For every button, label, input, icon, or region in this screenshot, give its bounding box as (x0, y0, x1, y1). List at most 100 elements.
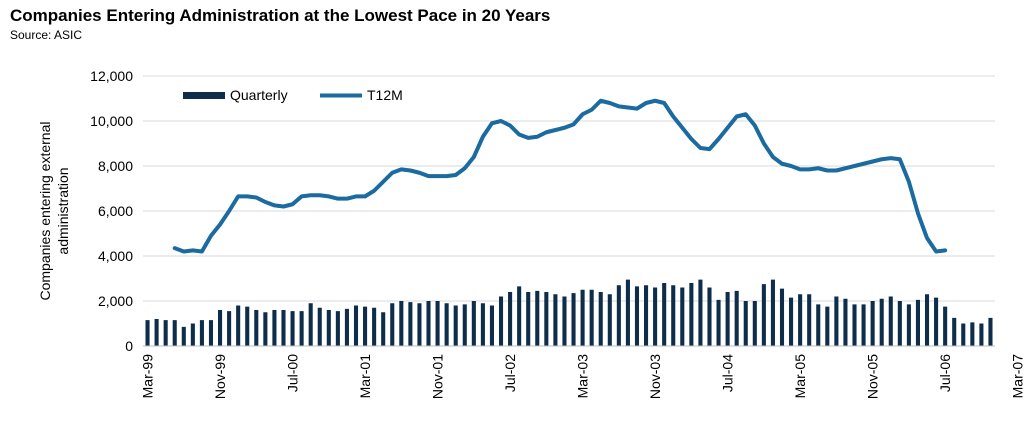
bar-quarterly (381, 312, 386, 346)
x-tick-label: Mar-05 (792, 354, 808, 399)
bar-quarterly (616, 285, 621, 346)
bar-quarterly (498, 296, 504, 346)
bar-quarterly (879, 298, 884, 346)
bar-quarterly (761, 284, 766, 346)
chart-source: Source: ASIC (10, 28, 83, 42)
bar-quarterly (888, 296, 893, 346)
x-tick-label: Nov-05 (865, 354, 881, 399)
bar-quarterly (508, 292, 513, 346)
bar-quarterly (163, 320, 168, 346)
bar-quarterly (743, 301, 748, 346)
bar-quarterly (598, 292, 603, 346)
bar-quarterly (399, 301, 404, 346)
y-axis-ticks: 0 2,000 4,000 6,000 8,000 10,000 12,000 (90, 68, 133, 354)
bar-quarterly (689, 283, 694, 346)
x-tick-label: Jul-04 (720, 354, 736, 392)
bar-quarterly (489, 305, 494, 346)
bar-quarterly (145, 320, 150, 346)
x-tick-label: Mar-99 (139, 354, 155, 399)
bar-quarterly (707, 287, 712, 346)
x-tick-label: Jul-02 (502, 354, 518, 392)
x-axis-ticks: Mar-99 Nov-99 Jul-00 Mar-01 Nov-01 Jul-02 Mar-… (139, 354, 1024, 399)
y-tick-label: 10,000 (90, 113, 133, 129)
bar-quarterly (453, 305, 458, 346)
bar-quarterly (589, 289, 594, 346)
bar-quarterly (190, 323, 195, 346)
bar-quarterly (181, 326, 186, 346)
bar-quarterly (934, 297, 939, 346)
y-axis-label-line-2: administration (55, 167, 71, 254)
bar-quarterly (752, 301, 757, 346)
bar-quarterly (943, 306, 948, 346)
bar-quarterly (734, 290, 739, 346)
bar-quarterly (798, 294, 803, 346)
bar-quarterly (308, 303, 313, 346)
bar-quarterly (634, 286, 640, 346)
bar-quarterly (263, 312, 268, 346)
bar-quarterly (435, 301, 440, 346)
bar-quarterly (644, 285, 649, 346)
bar-quarterly (562, 296, 567, 346)
bar-quarterly (924, 294, 930, 346)
bar-quarterly (417, 303, 422, 346)
bar-quarterly (344, 308, 349, 346)
bar-quarterly (725, 292, 730, 346)
y-tick-label: 2,000 (98, 293, 133, 309)
y-tick-label: 8,000 (98, 158, 133, 174)
bar-quarterly (961, 323, 966, 346)
chart-title: Companies Entering Administration at the… (10, 6, 551, 25)
bar-quarterly (816, 304, 821, 346)
bar-quarterly (462, 304, 467, 346)
bar-quarterly (789, 297, 794, 346)
y-tick-label: 6,000 (98, 203, 133, 219)
bar-quarterly (861, 304, 866, 346)
bar-quarterly (426, 301, 431, 346)
bar-quarterly (544, 292, 549, 346)
x-tick-label: Jul-00 (284, 354, 300, 392)
bar-quarterly (625, 279, 630, 346)
x-tick-label: Jul-06 (937, 354, 953, 392)
bar-quarterly (988, 317, 993, 346)
bar-quarterly (254, 310, 259, 346)
bar-quarterly (526, 292, 531, 346)
bar-quarterly (326, 310, 331, 346)
bar-quarterly (335, 311, 340, 346)
bar-quarterly (444, 303, 449, 346)
bar-quarterly (897, 301, 902, 346)
y-tick-label: 12,000 (90, 68, 133, 84)
bar-quarterly (218, 310, 223, 346)
bar-quarterly (607, 294, 612, 346)
bar-quarterly (906, 304, 911, 346)
bar-quarterly (272, 310, 277, 346)
bar-quarterly (281, 310, 286, 346)
bar-quarterly (372, 307, 377, 346)
bar-quarterly (290, 311, 295, 346)
bar-quarterly (662, 283, 667, 346)
bar-quarterly (580, 289, 585, 346)
gridlines (143, 75, 995, 302)
bar-quarterly (671, 285, 676, 346)
quarterly-bars (145, 279, 993, 346)
bar-quarterly (698, 279, 703, 346)
bar-quarterly (353, 305, 359, 346)
x-tick-label: Nov-01 (429, 354, 445, 399)
bar-quarterly (471, 301, 476, 346)
bar-quarterly (363, 306, 368, 346)
bar-quarterly (199, 320, 204, 346)
legend-label-quarterly: Quarterly (230, 87, 288, 103)
bar-quarterly (807, 294, 812, 346)
bar-quarterly (779, 288, 785, 346)
bar-quarterly (517, 286, 522, 346)
bar-quarterly (770, 279, 775, 346)
bar-quarterly (553, 294, 558, 346)
bar-quarterly (915, 299, 920, 346)
bar-quarterly (172, 320, 177, 346)
bar-quarterly (317, 307, 322, 346)
bar-quarterly (227, 311, 232, 346)
bar-quarterly (480, 303, 485, 346)
legend-swatch-quarterly (183, 92, 225, 99)
bar-quarterly (653, 287, 658, 346)
bar-quarterly (825, 306, 830, 346)
bar-quarterly (716, 299, 721, 346)
